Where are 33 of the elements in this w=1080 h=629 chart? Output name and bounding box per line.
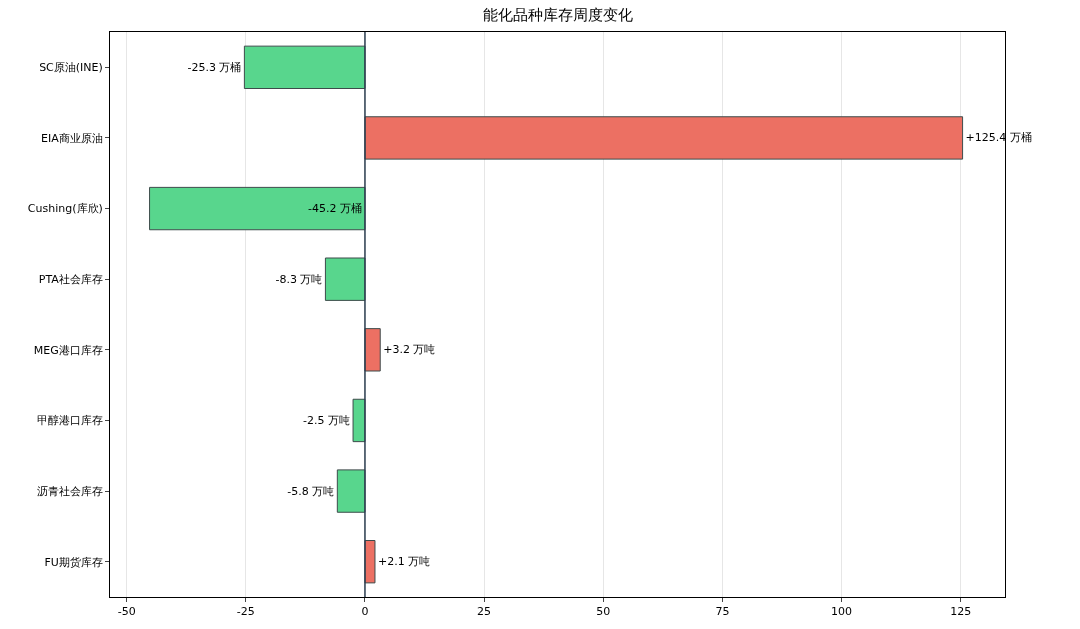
- data-label: +125.4 万桶: [965, 131, 1032, 145]
- y-tick-label: FU期货库存: [44, 555, 103, 569]
- x-tick-label: 75: [715, 605, 730, 619]
- y-tick-label: PTA社会库存: [38, 273, 103, 287]
- y-tick-label: 甲醇港口库存: [36, 414, 103, 428]
- x-tick-label: 100: [831, 605, 853, 619]
- x-tick-label: 0: [361, 605, 369, 619]
- x-tick-label: -50: [117, 605, 136, 619]
- y-tick-label: EIA商业原油: [41, 131, 103, 145]
- y-tick-label: Cushing(库欣): [27, 202, 103, 216]
- x-tick-label: -25: [236, 605, 255, 619]
- y-tick-label: SC原油(INE): [39, 61, 103, 75]
- bar: [364, 328, 381, 372]
- bar: [364, 116, 964, 160]
- data-label: -2.5 万吨: [303, 413, 351, 427]
- x-tick-label: 50: [596, 605, 611, 619]
- data-label: -5.8 万吨: [287, 484, 335, 498]
- bar: [243, 45, 366, 89]
- y-tick-label: MEG港口库存: [33, 343, 103, 357]
- data-label: +2.1 万吨: [377, 555, 431, 569]
- x-tick-label: 25: [477, 605, 492, 619]
- chart-title: 能化品种库存周度变化: [482, 5, 633, 24]
- data-label: -25.3 万桶: [187, 60, 242, 74]
- bar: [352, 398, 366, 443]
- bar: [149, 186, 366, 231]
- bar: [336, 469, 366, 513]
- data-label: -8.3 万吨: [275, 272, 323, 286]
- x-tick-label: 125: [950, 605, 972, 619]
- data-label: -45.2 万桶: [308, 202, 362, 216]
- data-label: +3.2 万吨: [383, 343, 436, 357]
- y-tick-label: 沥青社会库存: [36, 484, 103, 498]
- bar: [324, 257, 366, 301]
- bar: [364, 540, 376, 584]
